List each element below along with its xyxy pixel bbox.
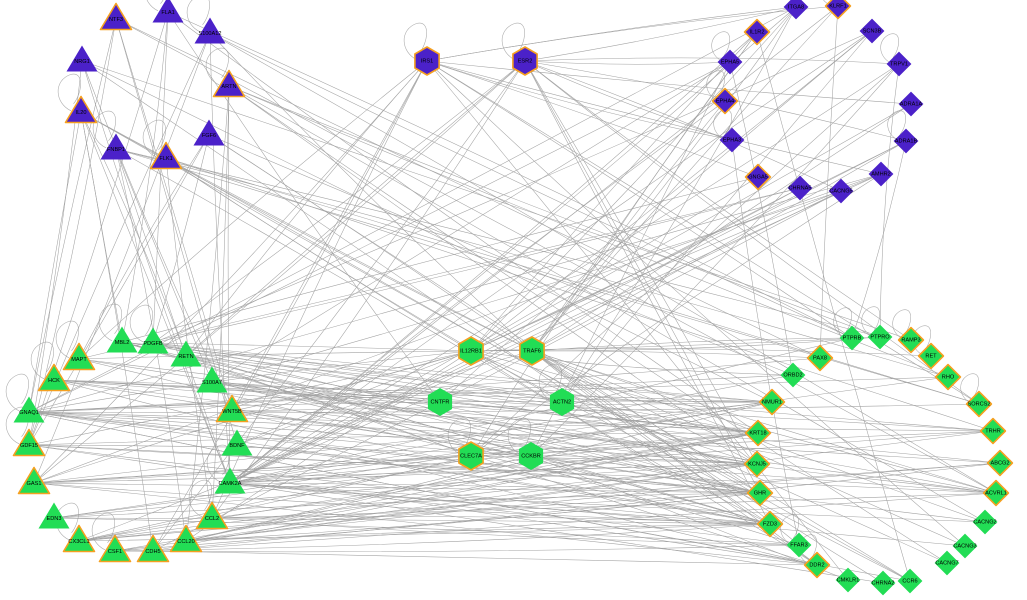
svg-text:GNAQ1: GNAQ1: [19, 410, 39, 416]
svg-text:CDH5: CDH5: [145, 549, 160, 555]
svg-text:CCL2: CCL2: [205, 516, 219, 522]
svg-text:ADRA1B: ADRA1B: [895, 139, 918, 145]
svg-text:KRT18: KRT18: [749, 431, 766, 437]
svg-text:CLEC7A: CLEC7A: [460, 454, 482, 460]
svg-text:IL1R2: IL1R2: [750, 30, 765, 36]
svg-text:TRPV1: TRPV1: [890, 62, 908, 68]
svg-text:ESR2: ESR2: [518, 59, 533, 65]
svg-text:TRAF6: TRAF6: [523, 349, 541, 355]
svg-text:ITGA8: ITGA8: [788, 5, 804, 11]
svg-text:CHRNA5: CHRNA5: [788, 186, 811, 192]
svg-text:AMHR2: AMHR2: [871, 172, 891, 178]
svg-text:IL12RB1: IL12RB1: [460, 349, 482, 355]
svg-text:CCKBR: CCKBR: [521, 454, 541, 460]
svg-text:ORBD2: ORBD2: [783, 373, 802, 379]
svg-text:SCN3B: SCN3B: [863, 29, 882, 35]
svg-text:CACNG3: CACNG3: [953, 544, 976, 550]
svg-text:HCK: HCK: [48, 378, 60, 384]
svg-text:RHO: RHO: [942, 375, 955, 381]
svg-text:SORCS2: SORCS2: [967, 402, 990, 408]
svg-text:CCL20: CCL20: [177, 539, 194, 545]
svg-text:GAS1: GAS1: [27, 481, 42, 487]
svg-text:S100A7: S100A7: [202, 380, 222, 386]
svg-text:ARTN: ARTN: [221, 84, 236, 90]
svg-text:BDNF: BDNF: [229, 443, 245, 449]
svg-text:ACTN2: ACTN2: [553, 400, 571, 406]
svg-text:EDN3: EDN3: [47, 516, 62, 522]
svg-text:CACNG5: CACNG5: [829, 189, 852, 195]
svg-text:MBL2: MBL2: [115, 340, 130, 346]
svg-text:PTPRB: PTPRB: [843, 336, 862, 342]
svg-text:ACVRL1: ACVRL1: [985, 491, 1007, 497]
svg-text:DDR2: DDR2: [809, 563, 824, 569]
svg-text:PDGFB: PDGFB: [143, 341, 163, 347]
svg-text:CSF1: CSF1: [108, 549, 122, 555]
svg-text:CACNG7: CACNG7: [935, 561, 958, 567]
svg-text:CCR6: CCR6: [902, 579, 917, 585]
svg-text:MAPT: MAPT: [71, 357, 87, 363]
svg-text:ABCG2: ABCG2: [991, 461, 1010, 467]
svg-text:IL20: IL20: [76, 110, 87, 116]
svg-text:CMKLR1: CMKLR1: [837, 578, 860, 584]
svg-text:PTPRO: PTPRO: [870, 335, 890, 341]
svg-text:RET: RET: [925, 354, 937, 360]
svg-text:EPHA4: EPHA4: [716, 99, 734, 105]
svg-text:EPHA3: EPHA3: [723, 138, 741, 144]
svg-text:TRHR: TRHR: [985, 429, 1001, 435]
svg-text:GNGA5: GNGA5: [748, 175, 768, 181]
svg-text:FLA1: FLA1: [161, 10, 174, 16]
svg-text:KCNJ5: KCNJ5: [748, 462, 766, 468]
svg-text:FZD3: FZD3: [763, 522, 777, 528]
svg-text:NTF3: NTF3: [109, 17, 123, 23]
svg-text:KLRF1: KLRF1: [829, 4, 846, 10]
svg-text:ADRA1A: ADRA1A: [900, 102, 923, 108]
svg-text:GDF15: GDF15: [20, 443, 38, 449]
svg-text:NRG1: NRG1: [74, 59, 90, 65]
svg-text:CNTFR: CNTFR: [431, 400, 450, 406]
svg-text:CAMK2A: CAMK2A: [218, 481, 241, 487]
svg-text:FLK1: FLK1: [159, 156, 172, 162]
svg-text:EPHA5: EPHA5: [721, 60, 739, 66]
svg-text:CHRNA2: CHRNA2: [871, 581, 894, 587]
svg-text:WNT5B: WNT5B: [222, 409, 242, 415]
svg-text:GHR: GHR: [754, 491, 766, 497]
svg-text:NMUR1: NMUR1: [762, 400, 782, 406]
svg-text:RAMP3: RAMP3: [901, 338, 920, 344]
svg-text:IRS1: IRS1: [421, 59, 433, 65]
svg-text:RETN: RETN: [178, 354, 193, 360]
svg-text:FNBP1: FNBP1: [107, 147, 125, 153]
svg-text:S100A12: S100A12: [198, 31, 221, 37]
svg-text:FFAR3: FFAR3: [790, 543, 807, 549]
svg-text:CACNG2: CACNG2: [973, 520, 996, 526]
svg-text:CX3CL1: CX3CL1: [68, 539, 89, 545]
svg-text:FGF6: FGF6: [202, 133, 216, 139]
svg-text:PAX8: PAX8: [813, 356, 827, 362]
